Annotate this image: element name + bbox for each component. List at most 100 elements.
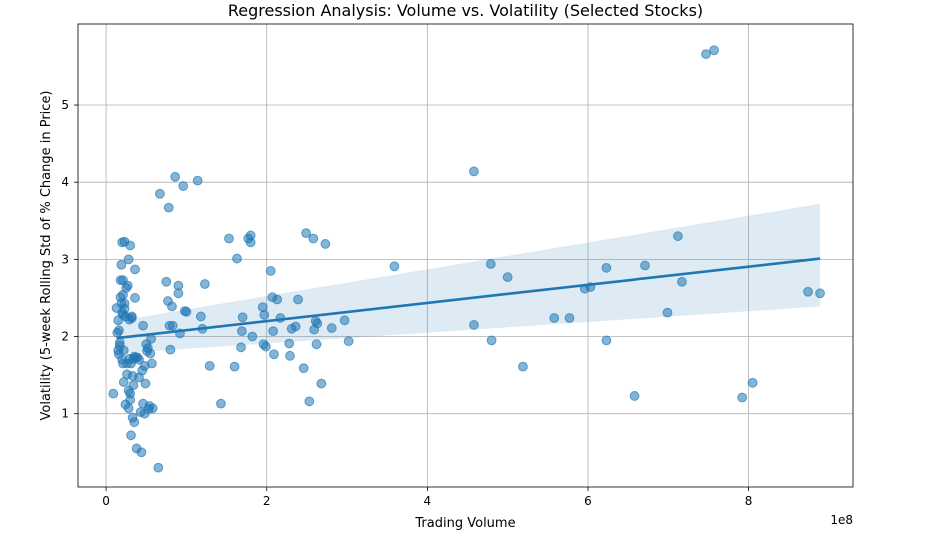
data-point: [147, 403, 158, 414]
data-points: [108, 45, 825, 473]
data-point: [114, 325, 124, 336]
y-tick-label: 5: [61, 98, 69, 112]
x-tick-label: 0: [102, 494, 110, 508]
y-tick-label: 3: [61, 252, 69, 266]
data-point: [285, 350, 295, 361]
data-point: [199, 279, 210, 289]
data-point: [272, 294, 283, 305]
data-point: [129, 417, 140, 428]
data-point: [140, 378, 151, 389]
data-point: [701, 49, 711, 59]
data-point: [192, 175, 203, 186]
data-point: [293, 294, 303, 305]
data-point: [640, 260, 650, 271]
x-tick-label: 4: [424, 494, 432, 508]
data-point: [178, 181, 189, 191]
regression-line: [116, 257, 821, 340]
data-point: [195, 311, 206, 322]
data-point: [549, 313, 560, 323]
y-tick-label: 1: [61, 407, 69, 421]
data-point: [601, 262, 612, 273]
data-point: [259, 310, 270, 320]
data-point: [122, 280, 133, 291]
data-point: [153, 462, 164, 473]
data-point: [245, 237, 256, 248]
data-point: [747, 377, 758, 388]
data-point: [308, 233, 319, 244]
data-point: [224, 233, 234, 244]
data-point: [108, 388, 119, 399]
data-point: [486, 335, 497, 346]
data-point: [316, 378, 327, 389]
data-point: [126, 430, 136, 441]
data-point: [284, 338, 295, 349]
data-point: [261, 341, 271, 352]
data-point: [216, 398, 226, 409]
y-tick-label: 4: [61, 175, 69, 189]
data-point: [118, 345, 129, 356]
data-point: [737, 392, 748, 403]
gridlines: [78, 24, 853, 487]
data-point: [134, 354, 144, 365]
data-point: [629, 391, 640, 401]
data-point: [161, 276, 172, 287]
x-tick-label: 8: [745, 494, 753, 508]
data-point: [146, 358, 157, 369]
chart-title: Regression Analysis: Volume vs. Volatili…: [228, 1, 703, 20]
data-point: [173, 280, 184, 291]
data-point: [339, 315, 350, 326]
axis-ticks: 0 2 4 6 8 1 2 3 4 5: [61, 98, 752, 508]
data-point: [677, 276, 687, 287]
data-point: [485, 259, 496, 269]
data-point: [311, 339, 322, 350]
data-point: [123, 403, 134, 414]
y-tick-label: 2: [61, 330, 69, 344]
data-point: [138, 320, 148, 331]
data-point: [290, 321, 301, 332]
data-point: [181, 306, 192, 317]
data-point: [229, 361, 240, 372]
data-point: [155, 188, 165, 199]
data-point: [237, 312, 248, 323]
data-point: [167, 320, 178, 331]
data-point: [673, 231, 683, 242]
data-point: [662, 307, 673, 318]
data-point: [265, 266, 276, 276]
data-point: [298, 363, 309, 374]
x-axis-label: Trading Volume: [414, 516, 515, 531]
data-point: [301, 228, 311, 239]
data-point: [803, 286, 813, 297]
data-point: [564, 313, 575, 323]
data-point: [601, 335, 612, 346]
data-point: [269, 349, 279, 360]
data-point: [389, 261, 400, 272]
data-point: [165, 344, 176, 355]
data-point: [236, 326, 247, 337]
data-point: [163, 202, 174, 213]
data-point: [236, 342, 246, 353]
plot-frame: [77, 23, 854, 488]
data-point: [469, 166, 479, 177]
data-point: [130, 293, 140, 303]
data-point: [343, 336, 354, 347]
data-point: [204, 360, 215, 371]
confidence-interval-band: [116, 203, 821, 354]
x-tick-label: 2: [263, 494, 271, 508]
data-point: [167, 301, 177, 312]
x-tick-label: 6: [584, 494, 592, 508]
data-point: [145, 348, 156, 359]
data-point: [125, 240, 136, 251]
ci-band-area: [116, 203, 821, 354]
data-point: [128, 380, 139, 391]
data-point: [518, 361, 528, 372]
data-point: [130, 264, 140, 275]
data-point: [469, 320, 479, 330]
data-point: [123, 254, 134, 265]
data-point: [125, 388, 136, 399]
data-point: [304, 396, 315, 407]
data-point: [320, 239, 331, 249]
data-point: [170, 171, 181, 182]
regression-fit-line: [116, 257, 821, 340]
data-point: [232, 253, 242, 264]
